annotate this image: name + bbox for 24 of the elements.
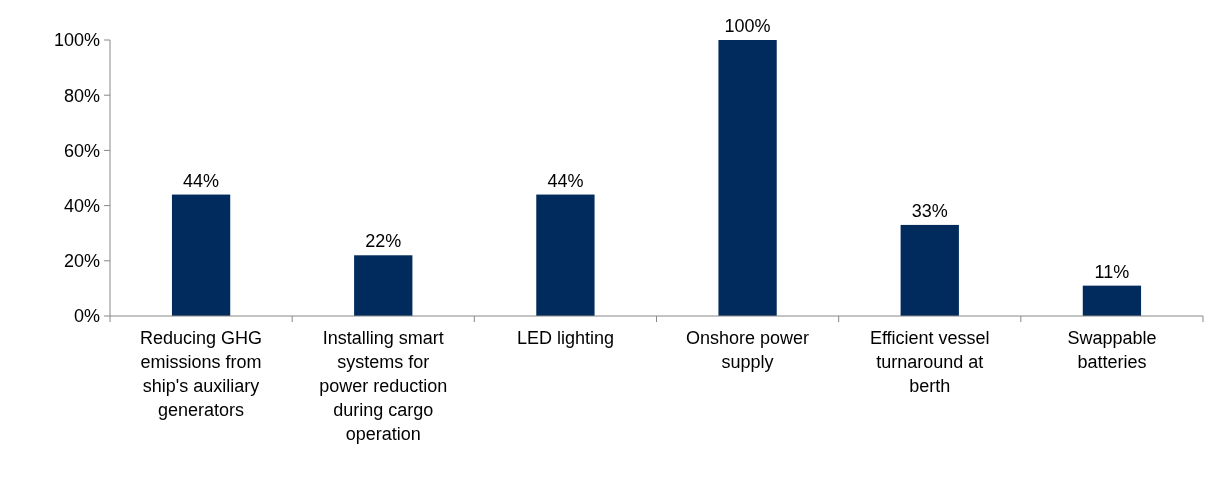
y-tick-label: 60% <box>63 140 100 161</box>
data-label: 44% <box>547 170 584 191</box>
bar <box>1082 285 1142 316</box>
x-tick-label: Swappable batteries <box>1067 328 1157 372</box>
y-tick-label: 20% <box>63 251 100 272</box>
y-tick-label: 100% <box>53 30 100 51</box>
y-tick-label: 40% <box>63 195 100 216</box>
y-tick-label: 0% <box>73 306 100 327</box>
bar <box>171 194 231 316</box>
x-tick-label: Onshore power supply <box>686 328 810 372</box>
bar <box>354 255 413 316</box>
x-tick-label: Reducing GHG emissions from ship's auxiliary generators <box>140 328 263 420</box>
data-label: 44% <box>183 170 220 191</box>
y-tick-label: 80% <box>63 85 100 106</box>
x-tick-label: Installing smart systems for power reduction during cargo operation <box>319 328 448 444</box>
data-label: 22% <box>365 231 402 252</box>
bar <box>900 224 959 316</box>
bar <box>536 194 595 316</box>
x-tick-label: LED lighting <box>516 328 614 348</box>
data-label: 11% <box>1094 261 1130 282</box>
x-tick-label: Efficient vessel turnaround at berth <box>869 328 990 396</box>
data-label: 100% <box>724 16 771 36</box>
bar <box>718 40 777 316</box>
data-label: 33% <box>911 200 948 221</box>
